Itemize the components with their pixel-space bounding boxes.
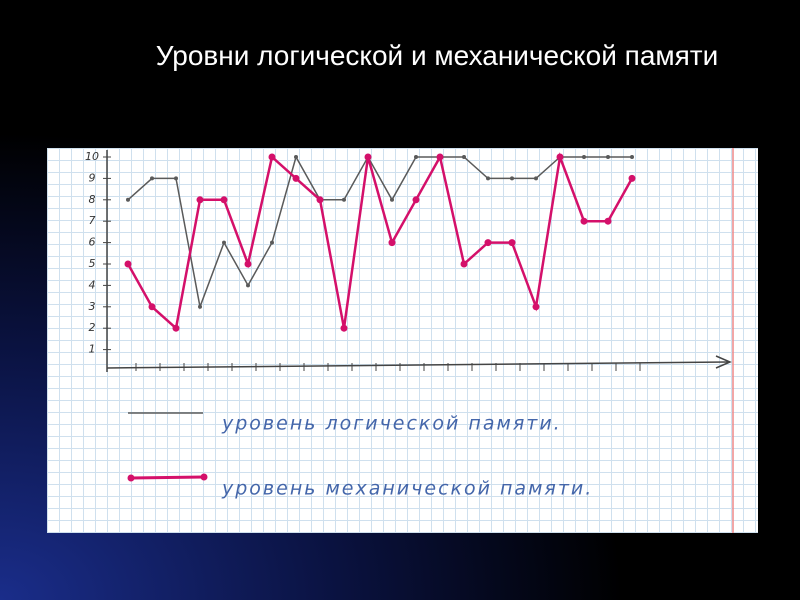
point — [628, 174, 636, 182]
point — [412, 196, 420, 204]
point — [508, 239, 516, 247]
point — [484, 239, 492, 247]
point — [268, 153, 276, 161]
point — [220, 196, 228, 204]
point — [414, 155, 418, 159]
y-tick-label: 4 — [89, 278, 96, 291]
x-axis-arrow — [715, 355, 732, 369]
point — [222, 240, 226, 245]
graph-paper — [47, 148, 758, 533]
point — [388, 239, 396, 247]
y-tick-label: 5 — [89, 257, 96, 270]
point — [124, 260, 132, 268]
point — [172, 324, 180, 332]
point — [292, 174, 300, 182]
point — [340, 324, 348, 332]
y-tick-label: 3 — [89, 300, 96, 313]
point — [126, 197, 130, 202]
legend-dot — [127, 474, 135, 482]
point — [486, 176, 490, 181]
point — [390, 197, 394, 202]
point — [316, 196, 324, 204]
point — [198, 304, 202, 309]
chart-title: Уровни логической и механической памяти — [155, 40, 719, 71]
y-tick-label: 7 — [89, 214, 96, 227]
point — [630, 155, 634, 159]
point — [556, 153, 564, 161]
point — [150, 176, 154, 181]
series-line — [127, 155, 632, 310]
point — [342, 197, 346, 202]
point — [462, 155, 466, 159]
point — [510, 176, 514, 181]
point — [294, 155, 298, 159]
x-axis — [106, 361, 729, 369]
point — [148, 303, 156, 311]
series-line — [126, 152, 634, 331]
y-tick-label: 2 — [89, 321, 96, 334]
legend-line — [130, 475, 205, 480]
point — [364, 153, 372, 161]
point — [246, 283, 250, 288]
point — [606, 155, 610, 159]
point — [270, 240, 274, 245]
point — [534, 176, 538, 181]
y-tick-label: 8 — [89, 193, 96, 206]
point — [244, 260, 252, 268]
y-tick-label: 1 — [89, 343, 96, 356]
point — [460, 260, 468, 268]
point — [532, 303, 540, 311]
y-tick-label: 10 — [85, 150, 99, 163]
legend-dot — [200, 473, 208, 481]
point — [604, 217, 612, 225]
point — [174, 176, 178, 181]
point — [582, 155, 586, 159]
point — [436, 153, 444, 161]
y-tick-label: 6 — [89, 236, 96, 249]
point — [580, 217, 588, 225]
legend-label: уровень механической памяти. — [221, 478, 593, 500]
y-tick-label: 9 — [89, 171, 96, 184]
legend-label: уровень логической памяти. — [221, 413, 562, 435]
point — [196, 196, 204, 204]
